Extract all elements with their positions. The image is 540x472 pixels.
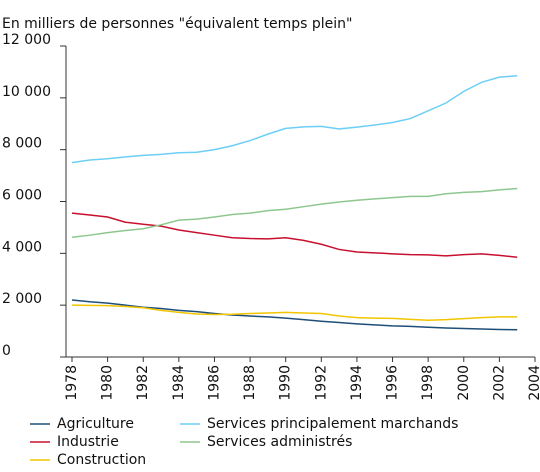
legend-label: Construction bbox=[57, 452, 146, 468]
x-tick-label: 2002 bbox=[491, 365, 507, 401]
x-tick-label: 1990 bbox=[278, 365, 294, 401]
series-line bbox=[71, 304, 518, 321]
y-tick-label: 4 000 bbox=[2, 239, 42, 255]
legend-label: Services administrés bbox=[207, 434, 352, 450]
legend-label: Industrie bbox=[57, 434, 119, 450]
x-tick-label: 1982 bbox=[135, 365, 151, 401]
series-line bbox=[71, 75, 518, 164]
x-tick-label: 2000 bbox=[456, 365, 472, 401]
y-tick-label: 12 000 bbox=[2, 32, 51, 48]
legend-label: Agriculture bbox=[57, 416, 134, 432]
x-tick-label: 1988 bbox=[242, 365, 258, 401]
series-line bbox=[71, 212, 518, 258]
series-line bbox=[71, 299, 518, 331]
x-tick-label: 1992 bbox=[313, 365, 329, 401]
y-tick-label: 10 000 bbox=[2, 84, 51, 100]
y-tick-label: 8 000 bbox=[2, 136, 42, 152]
x-tick-label: 1984 bbox=[171, 365, 187, 401]
y-tick-label: 0 bbox=[2, 343, 11, 359]
series-line bbox=[71, 187, 518, 239]
x-tick-label: 1978 bbox=[64, 365, 80, 401]
x-tick-label: 1998 bbox=[420, 365, 436, 401]
x-tick-label: 1996 bbox=[385, 365, 401, 401]
x-tick-label: 1986 bbox=[206, 365, 222, 401]
x-tick-label: 1994 bbox=[349, 365, 365, 401]
legend-label: Services principalement marchands bbox=[207, 416, 458, 432]
chart-subtitle: En milliers de personnes "équivalent tem… bbox=[2, 16, 353, 32]
x-tick-label: 2004 bbox=[527, 365, 540, 401]
y-tick-label: 2 000 bbox=[2, 291, 42, 307]
y-tick-label: 6 000 bbox=[2, 188, 42, 204]
x-tick-label: 1980 bbox=[100, 365, 116, 401]
